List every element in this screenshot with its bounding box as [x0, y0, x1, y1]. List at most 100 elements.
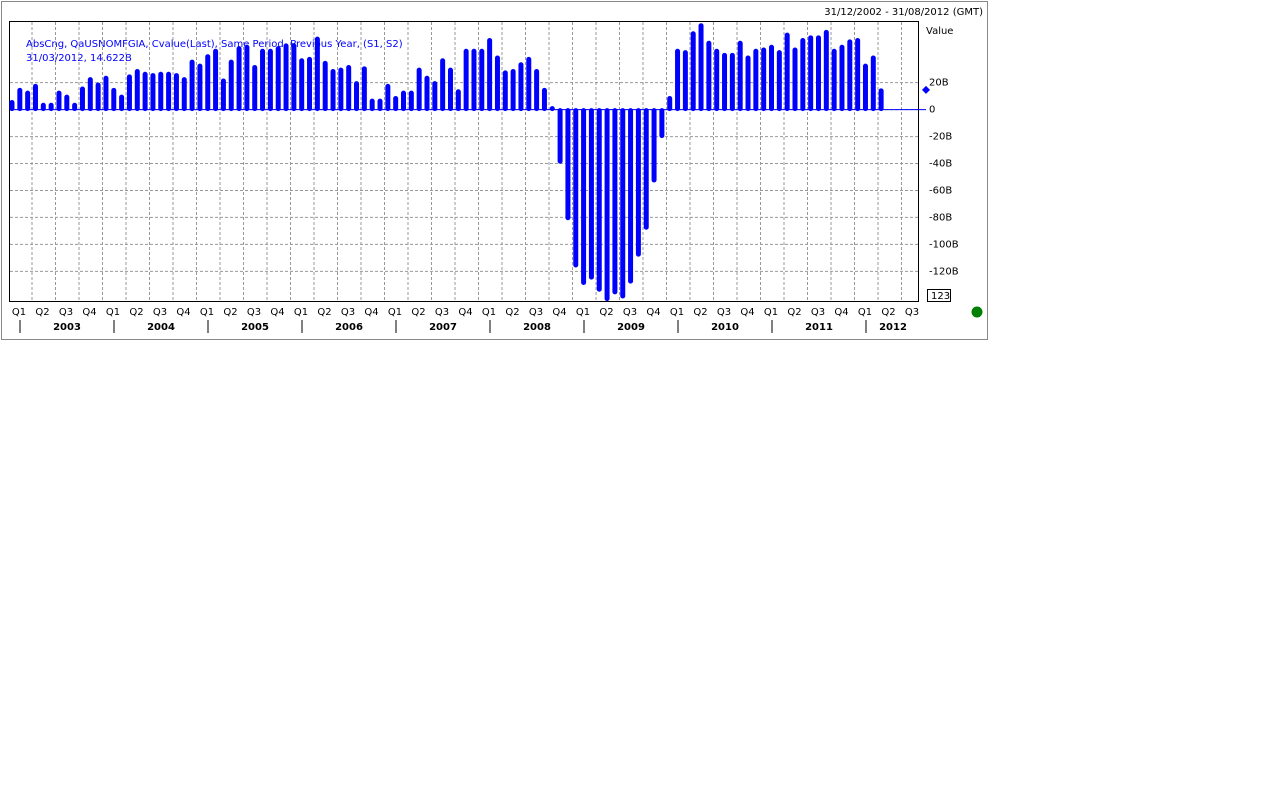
bar: [784, 32, 790, 112]
bar: [823, 29, 829, 112]
bar: [361, 66, 367, 112]
quarter-label: Q1: [294, 307, 308, 318]
quarter-label: Q4: [740, 307, 754, 318]
quarter-label: Q2: [599, 307, 613, 318]
bar: [299, 58, 305, 112]
bar: [612, 108, 618, 295]
quarter-label: Q1: [12, 307, 26, 318]
bar: [220, 78, 226, 112]
bar: [408, 90, 414, 112]
bar: [526, 56, 532, 112]
bar: [338, 67, 344, 112]
bar: [189, 59, 195, 112]
bar: [322, 60, 328, 112]
bar: [166, 71, 172, 112]
year-label: 2005: [241, 322, 269, 333]
year-label: 2003: [53, 322, 81, 333]
quarter-label: Q2: [411, 307, 425, 318]
quarter-label: Q2: [505, 307, 519, 318]
bar: [205, 54, 211, 112]
bar: [831, 48, 837, 112]
bar: [628, 108, 634, 284]
quarter-label: Q3: [623, 307, 637, 318]
legend-line: AbsCng, QaUSNOMFGIA, Cvalue(Last), Same …: [26, 39, 403, 50]
min-box: [927, 289, 951, 302]
year-label: 2011: [805, 322, 833, 333]
bar: [706, 40, 712, 112]
quarter-label: Q3: [59, 307, 73, 318]
bar: [447, 67, 453, 112]
bar: [541, 87, 547, 112]
bar: [479, 48, 485, 112]
year-label: 2007: [429, 322, 457, 333]
bar: [862, 63, 868, 112]
bar: [510, 69, 516, 112]
bar: [25, 90, 31, 112]
quarter-label: Q1: [388, 307, 402, 318]
bar: [620, 108, 626, 299]
bar: [48, 102, 54, 112]
quarter-label: Q4: [458, 307, 472, 318]
bar: [424, 75, 430, 112]
bar: [252, 64, 258, 112]
bar: [119, 94, 125, 112]
bar: [275, 46, 281, 112]
bar: [761, 47, 767, 112]
status-dot: [971, 306, 983, 318]
quarter-label: Q4: [552, 307, 566, 318]
quarter-label: Q2: [787, 307, 801, 318]
quarter-label: Q2: [223, 307, 237, 318]
quarter-label: Q2: [317, 307, 331, 318]
bar: [463, 48, 469, 112]
bar: [745, 55, 751, 112]
bar: [698, 23, 704, 112]
bar: [776, 50, 782, 112]
quarter-label: Q2: [129, 307, 143, 318]
bar: [651, 108, 657, 183]
bar: [111, 87, 117, 112]
bar: [737, 40, 743, 112]
y-tick-label: -40B: [929, 159, 952, 170]
bar: [393, 95, 399, 112]
bar: [847, 39, 853, 112]
last-value-marker: [922, 85, 930, 94]
bar: [635, 108, 641, 257]
bar: [64, 94, 70, 112]
bar: [416, 67, 422, 112]
chart: 31/12/2002 - 31/08/2012 (GMT) Value AbsC…: [1, 1, 988, 340]
bar: [565, 108, 571, 221]
bar: [839, 44, 845, 112]
bar: [32, 83, 38, 112]
y-tick-label: 20B: [929, 78, 949, 89]
bar: [643, 108, 649, 230]
bar: [244, 44, 250, 112]
bar: [878, 88, 884, 112]
bar: [267, 48, 273, 112]
bar: [714, 48, 720, 112]
quarter-label: Q3: [153, 307, 167, 318]
bar: [722, 52, 728, 112]
bar: [72, 102, 78, 112]
bar: [236, 46, 242, 112]
date-range: 31/12/2002 - 31/08/2012 (GMT): [824, 7, 983, 18]
bar: [494, 55, 500, 112]
bar: [549, 106, 555, 112]
quarter-label: Q4: [270, 307, 284, 318]
year-label: 2006: [335, 322, 363, 333]
bar: [870, 55, 876, 112]
quarter-label: Q4: [834, 307, 848, 318]
bar: [87, 77, 93, 112]
bar: [213, 48, 219, 112]
quarter-label: Q2: [35, 307, 49, 318]
bar: [815, 35, 821, 112]
value-axis-title: Value: [926, 26, 953, 37]
quarter-label: Q3: [435, 307, 449, 318]
bar: [487, 38, 493, 112]
year-label: 2004: [147, 322, 175, 333]
bar: [377, 98, 383, 112]
bar: [502, 70, 508, 112]
year-label: 2010: [711, 322, 739, 333]
bar: [471, 48, 477, 112]
bar: [369, 98, 375, 112]
